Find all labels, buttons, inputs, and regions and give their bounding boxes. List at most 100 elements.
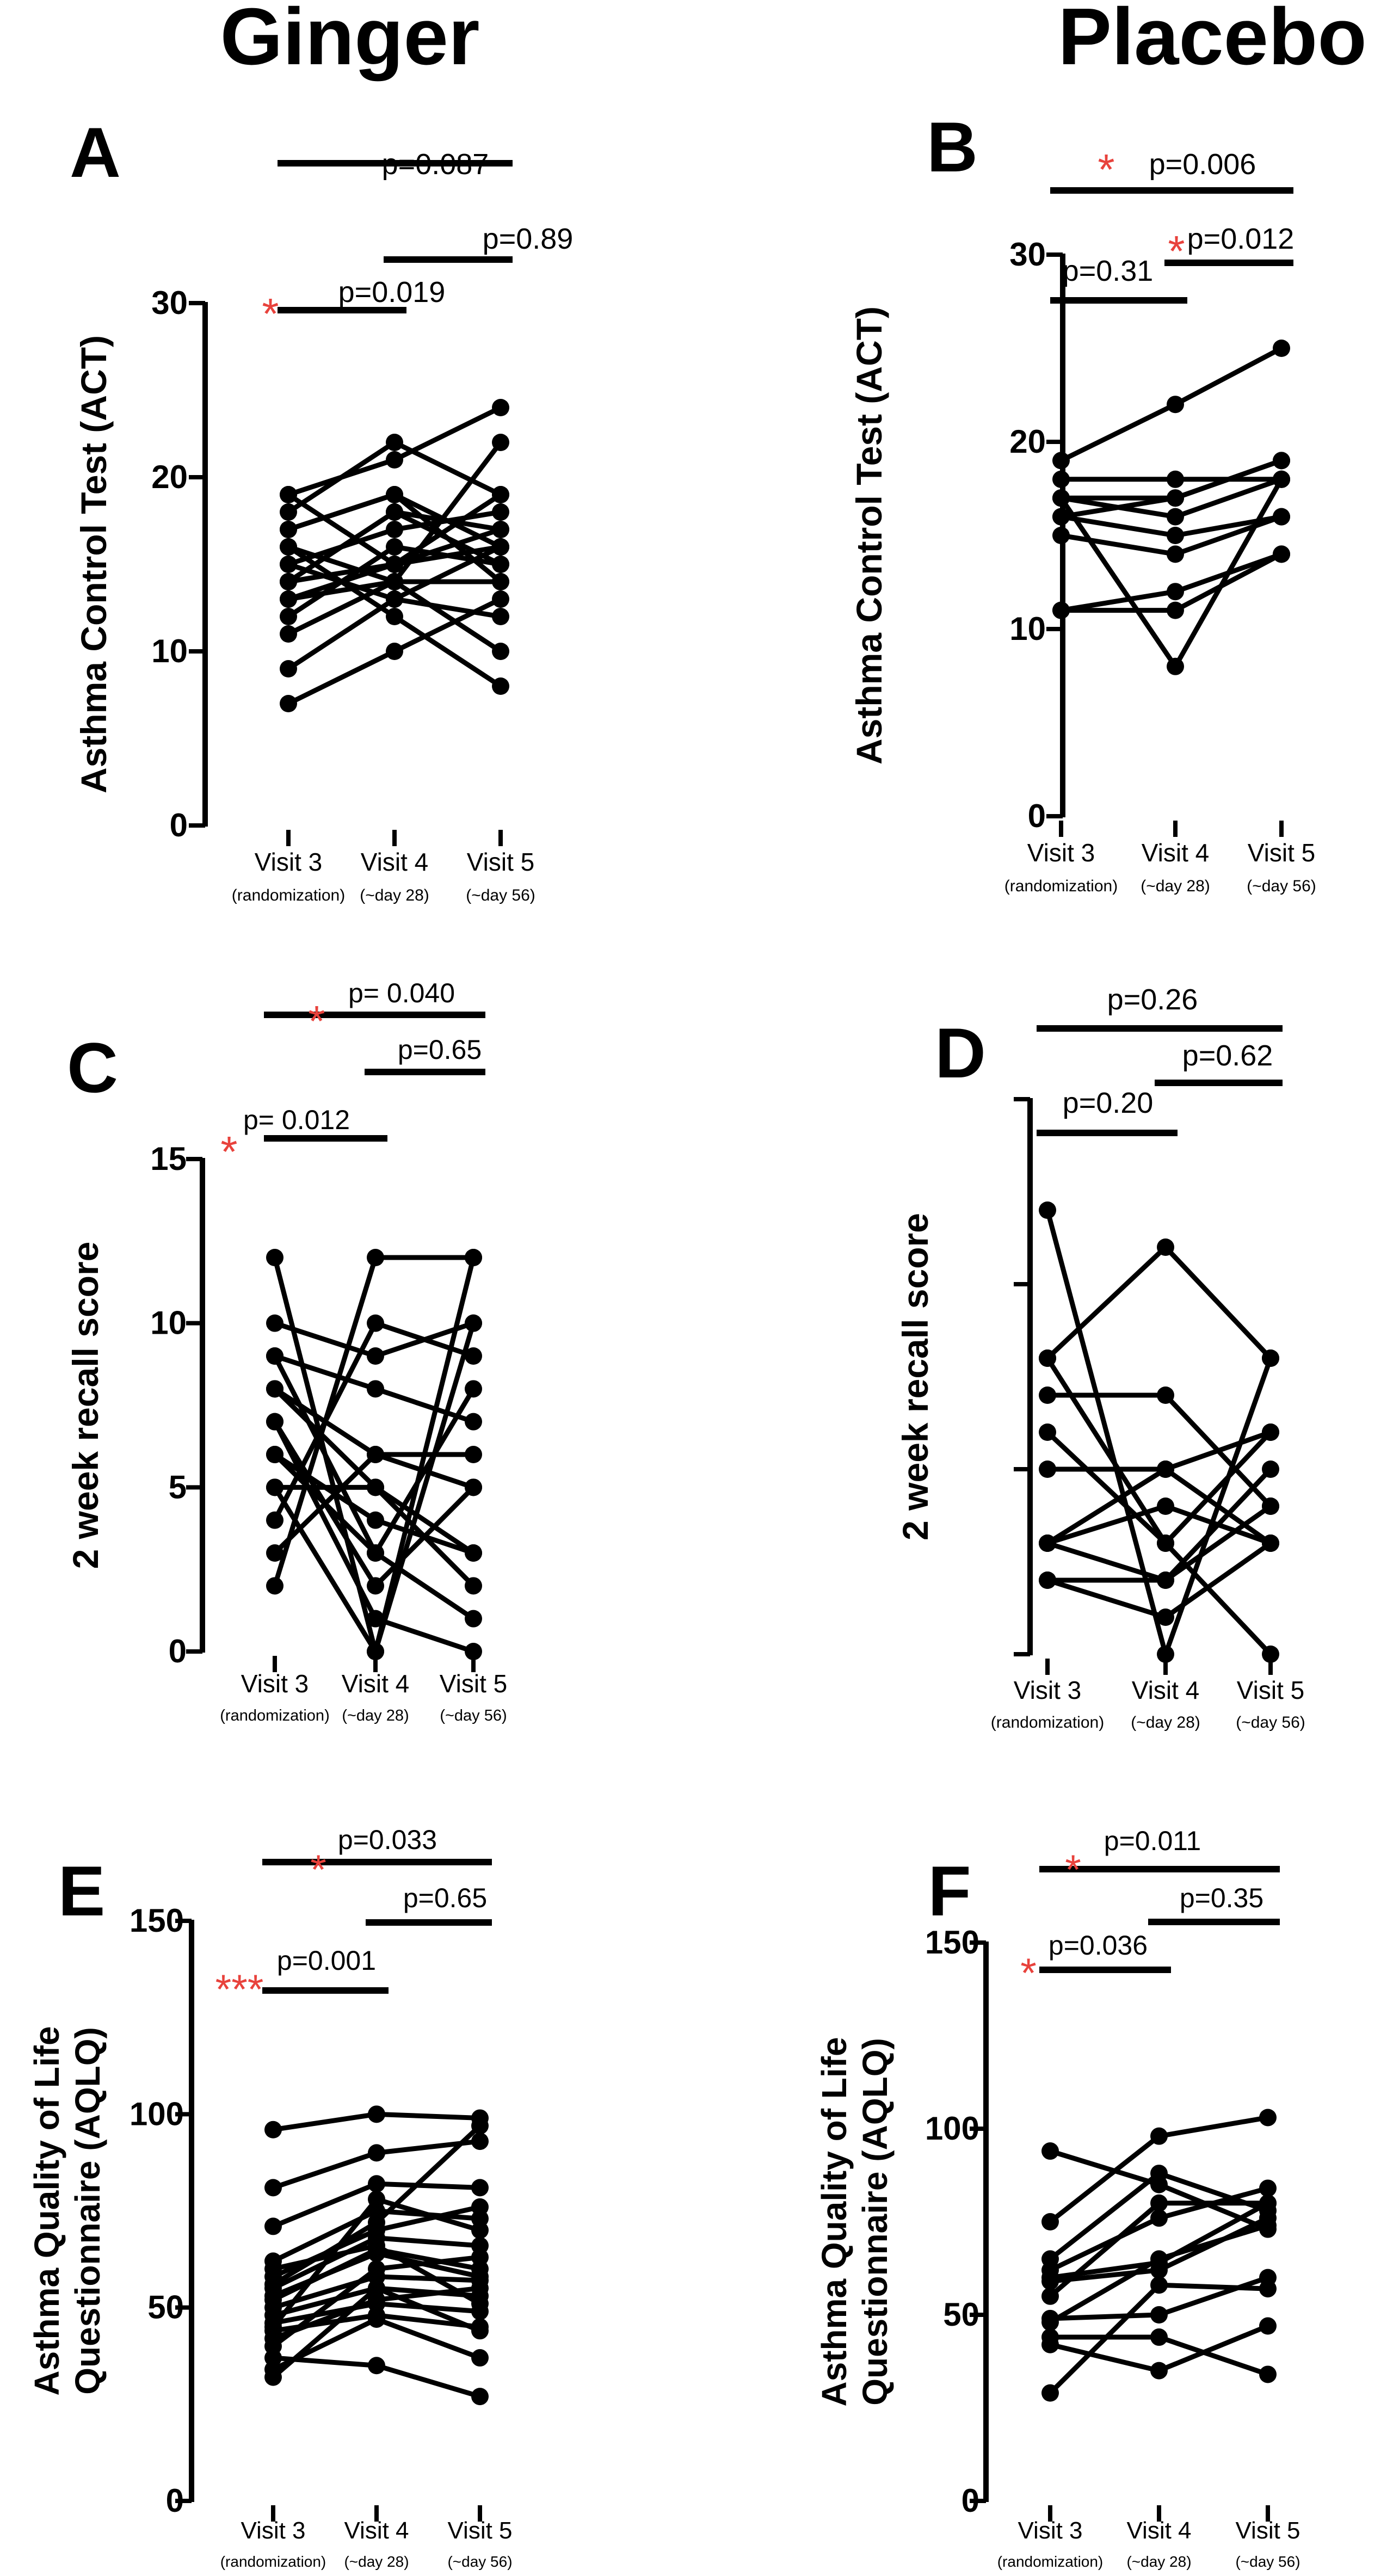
- y-tick-label: 0: [166, 2482, 184, 2519]
- data-point: [1273, 508, 1290, 526]
- x-tick-label: Visit 5: [1248, 839, 1315, 867]
- data-point: [1262, 1497, 1279, 1515]
- data-point: [1041, 2142, 1059, 2160]
- data-point: [1273, 452, 1290, 470]
- data-point: [465, 1610, 482, 1628]
- data-point: [1039, 1534, 1056, 1552]
- data-point: [280, 625, 297, 643]
- significance-stars: *: [220, 1127, 237, 1176]
- data-point: [1167, 470, 1184, 488]
- data-point: [492, 608, 509, 625]
- data-point: [264, 2179, 282, 2197]
- data-point: [492, 521, 509, 538]
- data-point: [492, 486, 509, 503]
- data-point: [280, 503, 297, 521]
- data-point: [1273, 470, 1290, 488]
- x-tick-sublabel: (randomization): [997, 2553, 1104, 2570]
- x-tick-label: Visit 5: [440, 1669, 507, 1698]
- data-point: [1041, 2213, 1059, 2230]
- data-point: [1259, 2194, 1277, 2212]
- data-point: [1167, 396, 1184, 414]
- data-point: [492, 677, 509, 695]
- data-point: [1039, 1572, 1056, 1589]
- data-point: [1157, 1497, 1174, 1515]
- y-tick-label: 0: [961, 2482, 979, 2519]
- data-point: [1052, 470, 1070, 488]
- p-value-label: p=0.019: [338, 276, 446, 309]
- x-tick-sublabel: (~day 28): [360, 886, 429, 904]
- data-point: [471, 2198, 489, 2216]
- data-point: [492, 503, 509, 521]
- data-point: [367, 1314, 384, 1332]
- data-point: [1052, 601, 1070, 619]
- panel-letter: A: [70, 113, 121, 192]
- data-point: [280, 590, 297, 608]
- panel-F: F 0 50 100 150 Asthma Quality of Life Question…: [815, 1826, 1300, 2570]
- p-value-label: p=0.35: [1180, 1883, 1263, 1913]
- data-point: [1150, 2328, 1168, 2346]
- data-point: [1167, 601, 1184, 619]
- y-axis-label: Asthma Control Test (ACT): [73, 335, 114, 793]
- data-point: [1150, 2276, 1168, 2294]
- data-point: [367, 1380, 384, 1398]
- significance-stars: *: [308, 997, 325, 1045]
- p-value-label: p=0.26: [1107, 983, 1198, 1016]
- data-point: [1157, 1238, 1174, 1256]
- data-point: [266, 1544, 283, 1562]
- data-point: [1167, 489, 1184, 507]
- x-tick-sublabel: (~day 28): [342, 1707, 409, 1724]
- data-point: [386, 608, 403, 625]
- data-point: [471, 2179, 489, 2197]
- p-value-label: p=0.62: [1182, 1039, 1273, 1072]
- x-tick-label: Visit 5: [1237, 1676, 1304, 1704]
- data-point: [465, 1544, 482, 1562]
- data-point: [368, 2214, 385, 2232]
- data-point: [1262, 1349, 1279, 1367]
- significance-stars: *: [1020, 1950, 1037, 1996]
- significance-stars: *: [1098, 145, 1114, 194]
- data-point: [386, 486, 403, 503]
- data-point: [280, 486, 297, 503]
- x-tick-sublabel: (~day 56): [1247, 877, 1316, 895]
- x-tick-label: Visit 5: [1235, 2517, 1300, 2544]
- x-tick-sublabel: (randomization): [232, 886, 345, 904]
- data-point: [264, 2287, 282, 2305]
- data-point: [1167, 545, 1184, 563]
- data-point: [465, 1347, 482, 1365]
- data-point: [1041, 2313, 1059, 2331]
- data-point: [264, 2121, 282, 2139]
- data-point: [471, 2295, 489, 2313]
- data-point: [368, 2357, 385, 2375]
- x-tick-sublabel: (randomization): [220, 2553, 326, 2570]
- significance-stars: *: [1065, 1847, 1081, 1893]
- data-point: [1039, 1349, 1056, 1367]
- data-point: [492, 434, 509, 451]
- data-point: [1157, 1534, 1174, 1552]
- data-point: [280, 573, 297, 590]
- data-point: [386, 521, 403, 538]
- data-point: [367, 1249, 384, 1266]
- data-point: [264, 2368, 282, 2386]
- panel-letter: E: [58, 1851, 106, 1931]
- data-point: [1157, 1646, 1174, 1663]
- data-point: [465, 1446, 482, 1463]
- data-point: [471, 2388, 489, 2406]
- data-point: [1150, 2194, 1168, 2212]
- data-point: [266, 1413, 283, 1431]
- data-point: [1157, 1572, 1174, 1589]
- data-point: [367, 1643, 384, 1660]
- y-tick-label: 10: [150, 1305, 187, 1341]
- data-point: [471, 2248, 489, 2266]
- data-point: [280, 521, 297, 538]
- y-axis-label: Questionnaire (AQLQ): [855, 2038, 895, 2406]
- panel-B: B 0 10 20 30 Asthma Control Test (ACT) Visit 3…: [849, 107, 1316, 895]
- p-value-label: p=0.65: [403, 1883, 487, 1913]
- data-point: [1259, 2109, 1277, 2127]
- panel-letter: B: [927, 107, 978, 187]
- data-point: [386, 503, 403, 521]
- data-point: [264, 2217, 282, 2235]
- data-point: [367, 1446, 384, 1463]
- data-point: [492, 643, 509, 660]
